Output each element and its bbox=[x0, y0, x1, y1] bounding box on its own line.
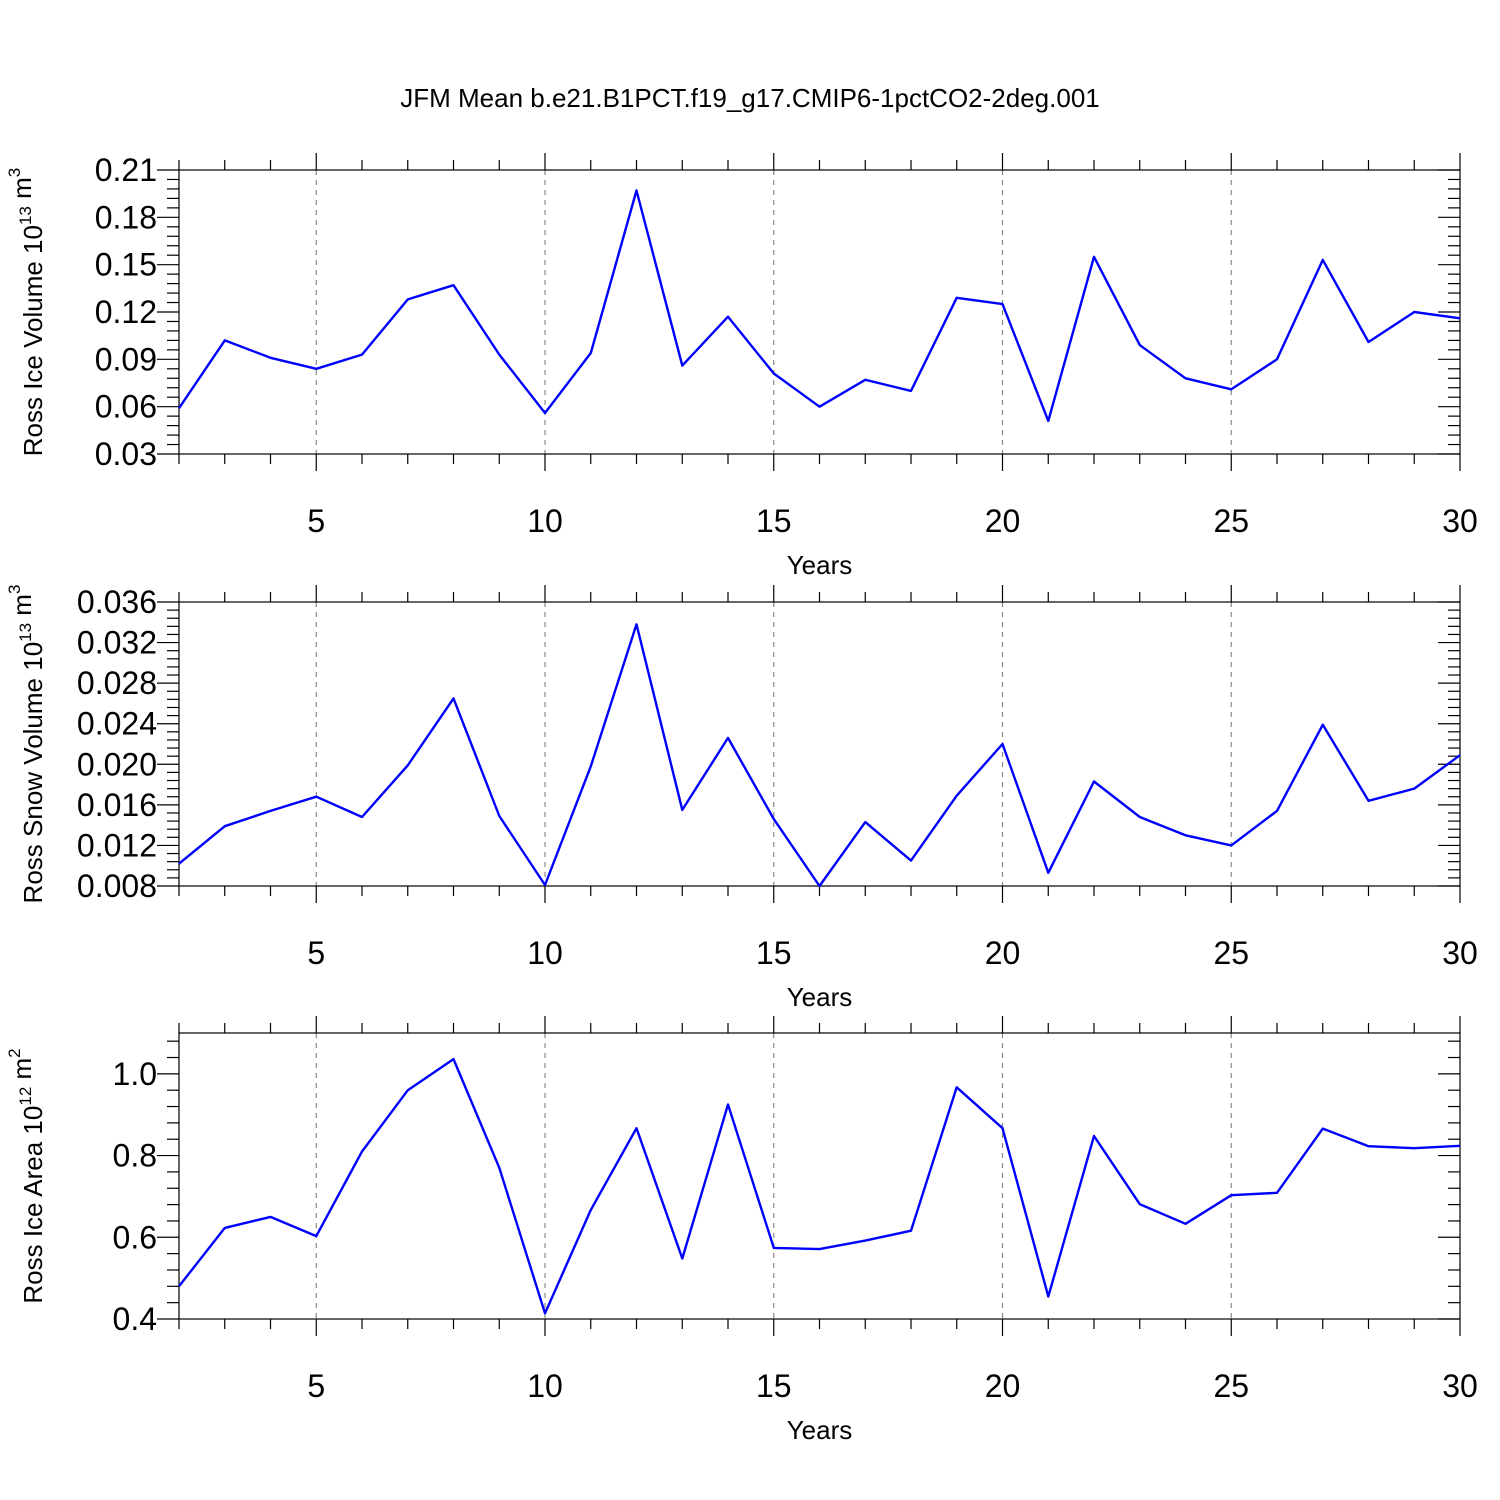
axis-title-superscript: 2 bbox=[5, 1048, 24, 1057]
axis-title-superscript: 13 bbox=[16, 623, 35, 642]
panel-3: 5 10 15 20 25 30 0.4 0.6 0.8 1.0 Years Ross Ice Are… bbox=[5, 1016, 1478, 1445]
y-tick-label: 0.03 bbox=[95, 436, 157, 472]
axis-title-superscript: 3 bbox=[5, 585, 24, 594]
axis-title-part: Ross Ice Area 10 bbox=[18, 1106, 48, 1304]
y-tick-label: 0.016 bbox=[77, 787, 157, 823]
y-axis-title: Ross Ice Volume 1013 m3 bbox=[5, 168, 48, 457]
panels: 5 10 15 20 25 300.030.060.090.120.150.180.21Y… bbox=[5, 152, 1478, 1445]
axis-title-part: m bbox=[7, 1058, 37, 1087]
x-tick-label: 5 bbox=[307, 503, 325, 539]
x-tick-label: 15 bbox=[756, 935, 792, 971]
axis-title-superscript: 3 bbox=[5, 168, 24, 177]
x-tick-label: 10 bbox=[527, 503, 563, 539]
x-tick-label: 30 bbox=[1442, 1368, 1478, 1404]
panel-2: 5 10 15 20 25 30 0.008 0.012 0.016 0.020 0.024 0.02… bbox=[5, 584, 1478, 1012]
series-line bbox=[178, 189, 1461, 423]
plot-frame bbox=[178, 1032, 1461, 1320]
y-tick-label: 0.18 bbox=[95, 199, 157, 235]
y-tick-label: 0.06 bbox=[95, 389, 157, 425]
chart-title: JFM Mean b.e21.B1PCT.f19_g17.CMIP6-1pctC… bbox=[400, 83, 1100, 113]
x-tick-label: 20 bbox=[985, 935, 1021, 971]
x-tick-label: 15 bbox=[756, 503, 792, 539]
plot-frame bbox=[178, 169, 1461, 455]
y-tick-label: 0.15 bbox=[95, 247, 157, 283]
y-tick-label: 0.09 bbox=[95, 341, 157, 377]
x-axis-title: Years bbox=[787, 982, 853, 1012]
y-tick-label: 0.028 bbox=[77, 665, 157, 701]
x-tick-label: 5 bbox=[307, 935, 325, 971]
x-tick-label: 25 bbox=[1213, 1368, 1249, 1404]
x-tick-label: 20 bbox=[985, 1368, 1021, 1404]
panel-1: 5 10 15 20 25 30 0.03 0.06 0.09 0.12 0.15 0.18 0.21 Y… bbox=[5, 152, 1478, 580]
y-tick-label: 0.6 bbox=[113, 1219, 157, 1255]
x-tick-label: 20 bbox=[985, 503, 1021, 539]
axis-title-part: Ross Snow Volume 10 bbox=[18, 642, 48, 904]
x-tick-label: 30 bbox=[1442, 503, 1478, 539]
y-tick-label: 1.0 bbox=[113, 1056, 157, 1092]
y-tick-label: 0.024 bbox=[77, 706, 157, 742]
axis-title-superscript: 13 bbox=[16, 206, 35, 225]
x-tick-label: 10 bbox=[527, 935, 563, 971]
axis-title-part: m bbox=[7, 177, 37, 206]
y-tick-label: 0.008 bbox=[77, 868, 157, 904]
y-tick-label: 0.21 bbox=[95, 152, 157, 188]
axis-title-part: Ross Ice Volume 10 bbox=[18, 225, 48, 456]
x-axis-title: Years bbox=[787, 1415, 853, 1445]
x-tick-label: 15 bbox=[756, 1368, 792, 1404]
y-tick-label: 0.12 bbox=[95, 294, 157, 330]
y-tick-label: 0.8 bbox=[113, 1138, 157, 1174]
axis-title-superscript: 12 bbox=[16, 1087, 35, 1106]
y-tick-label: 0.036 bbox=[77, 584, 157, 620]
axis-title-part: m bbox=[7, 594, 37, 623]
series-line bbox=[178, 623, 1461, 888]
x-tick-label: 10 bbox=[527, 1368, 563, 1404]
plot-frame bbox=[178, 601, 1461, 887]
x-axis-title: Years bbox=[787, 550, 853, 580]
y-tick-label: 0.012 bbox=[77, 827, 157, 863]
x-tick-label: 25 bbox=[1213, 935, 1249, 971]
y-axis-title: Ross Ice Area 1012 m2 bbox=[5, 1048, 48, 1303]
y-axis-title: Ross Snow Volume 1013 m3 bbox=[5, 585, 48, 904]
x-tick-label: 30 bbox=[1442, 935, 1478, 971]
y-tick-label: 0.4 bbox=[113, 1301, 157, 1337]
x-tick-label: 25 bbox=[1213, 503, 1249, 539]
y-tick-label: 0.020 bbox=[77, 746, 157, 782]
y-tick-label: 0.032 bbox=[77, 625, 157, 661]
series-line bbox=[178, 1057, 1461, 1315]
x-tick-label: 5 bbox=[307, 1368, 325, 1404]
